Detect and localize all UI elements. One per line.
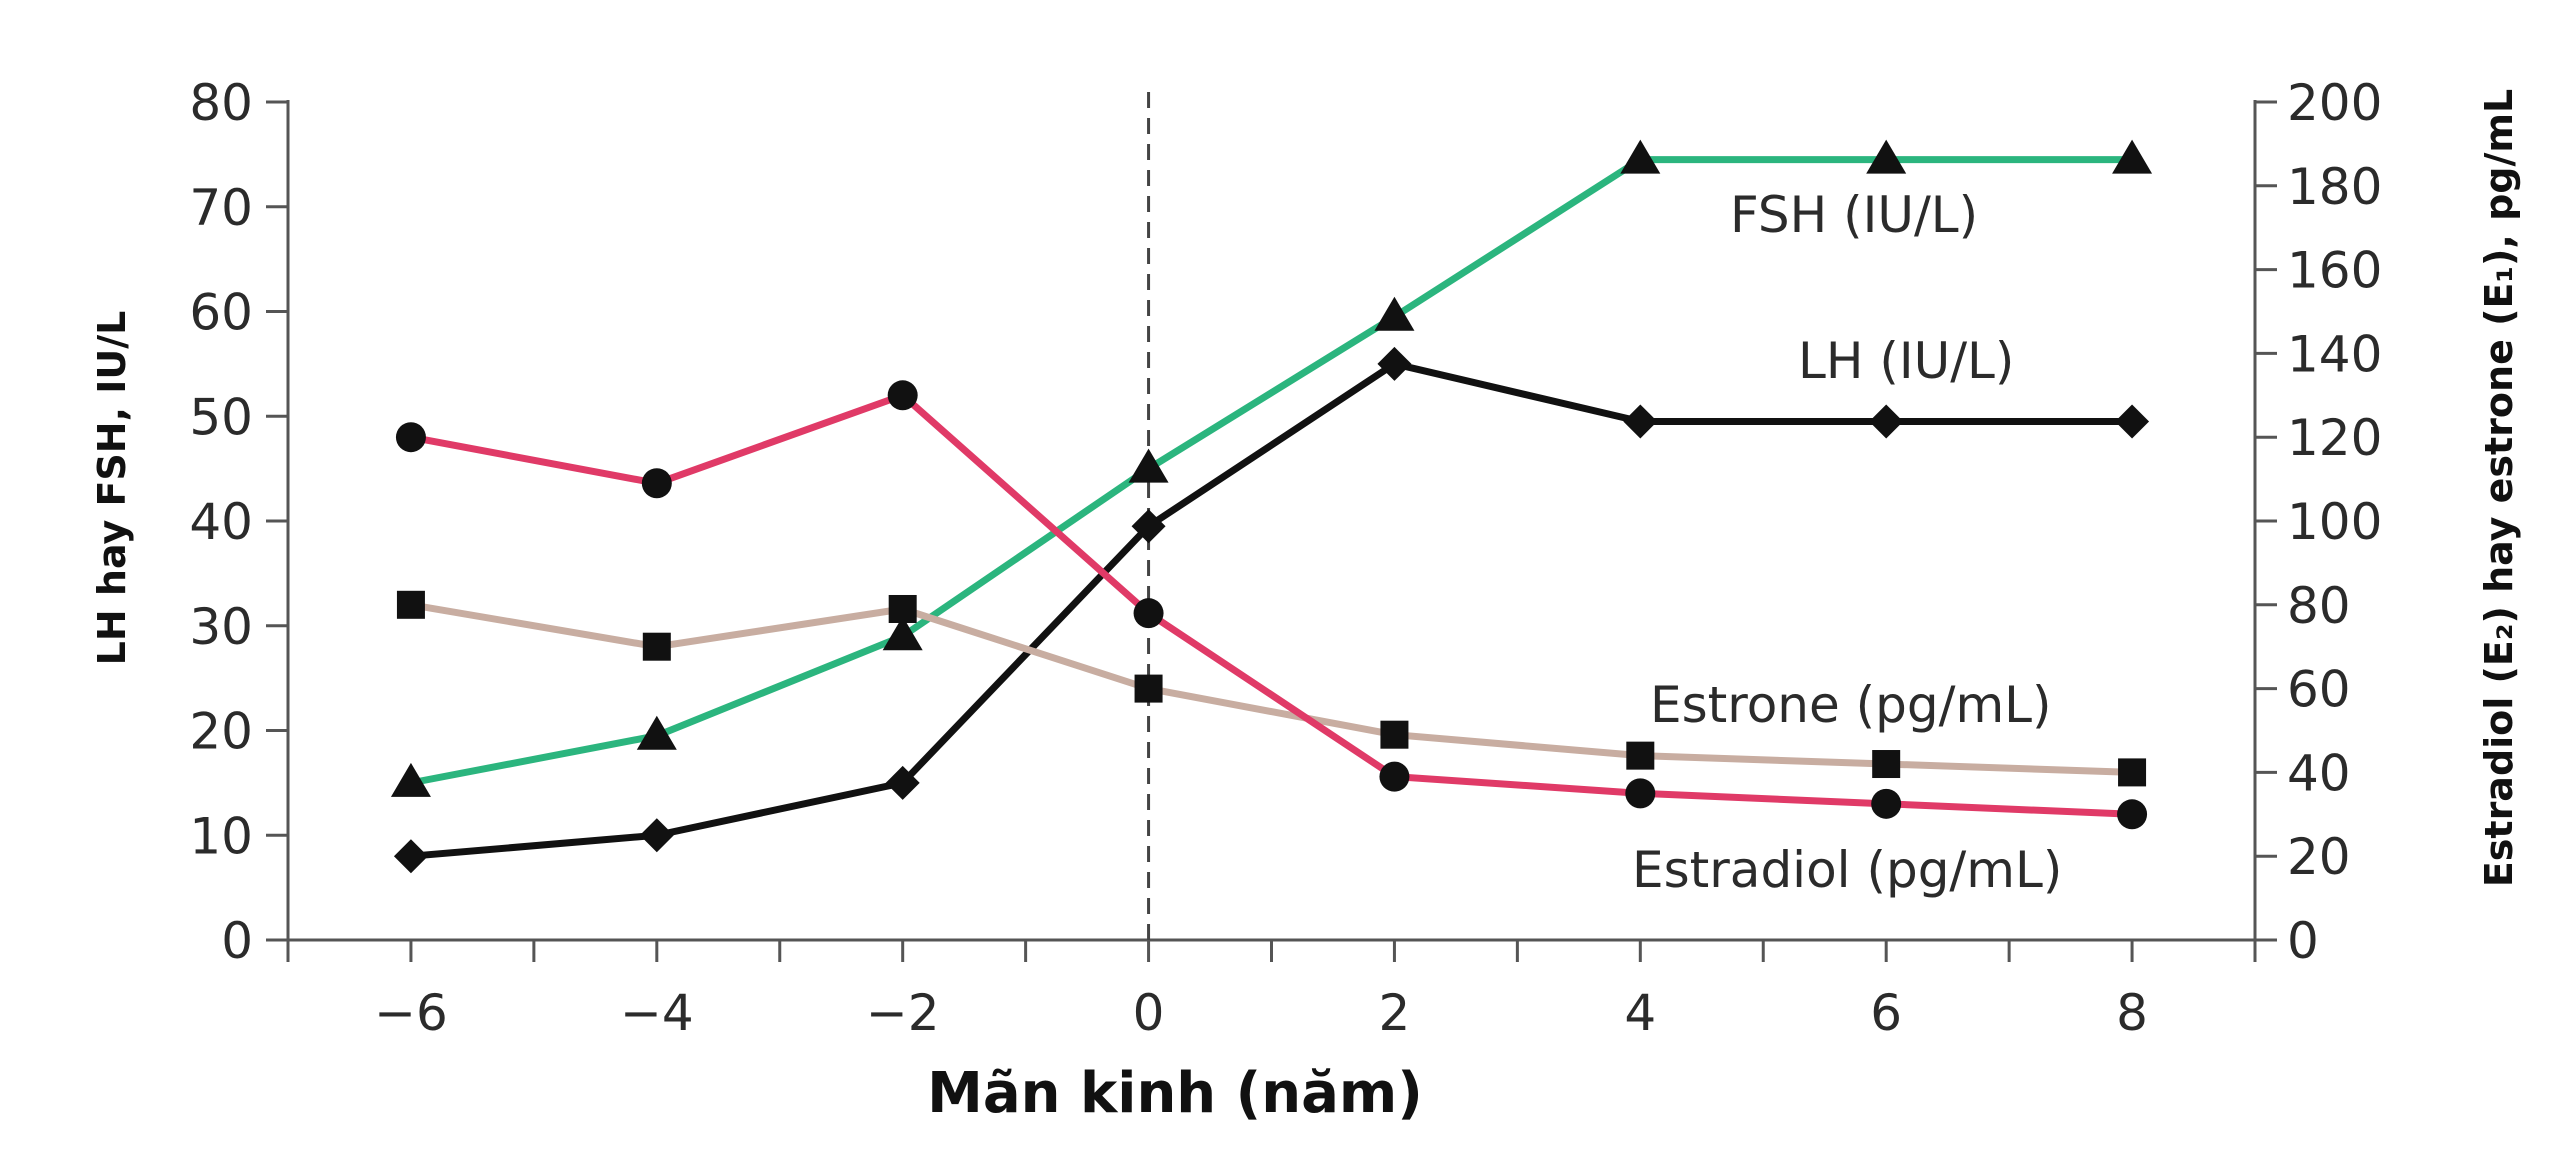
y-right-tick-label: 200 (2287, 74, 2382, 132)
marker-estradiol (395, 422, 426, 453)
y-left-tick-label: 10 (189, 807, 253, 865)
marker-fsh (636, 715, 677, 750)
marker-fsh (2112, 139, 2153, 174)
marker-lh (1377, 346, 1412, 381)
y-right-tick-label: 100 (2287, 493, 2382, 551)
y-right-tick-label: 140 (2287, 325, 2382, 383)
series-label-fsh: FSH (IU/L) (1730, 186, 1978, 244)
series-line-estrone (407, 601, 2136, 776)
marker-estrone (396, 590, 425, 619)
y-left-tick-label: 30 (189, 598, 253, 656)
marker-estradiol (1871, 788, 1902, 819)
marker-estrone (888, 594, 917, 623)
x-tick-label: 6 (1870, 984, 1902, 1042)
y-right-tick-label: 60 (2287, 661, 2351, 719)
marker-fsh (1620, 139, 1661, 174)
series-line-lh (407, 360, 2136, 860)
y-left-tick-label: 40 (189, 493, 253, 551)
marker-estradiol (1133, 598, 1164, 629)
x-tick-label: 0 (1133, 984, 1165, 1042)
marker-lh (1131, 509, 1166, 544)
x-tick-label: 8 (2116, 984, 2148, 1042)
marker-lh (639, 818, 674, 853)
marker-estrone (1380, 720, 1409, 749)
marker-lh (2115, 404, 2150, 439)
marker-estradiol (2117, 799, 2148, 830)
marker-estradiol (641, 468, 672, 499)
x-tick-label: −4 (620, 984, 694, 1042)
y-left-tick-label: 0 (221, 912, 253, 970)
series-label-estrone: Estrone (pg/mL) (1650, 676, 2052, 734)
y-left-tick-label: 70 (189, 179, 253, 237)
marker-estrone (642, 632, 671, 661)
marker-fsh (1128, 448, 1169, 483)
marker-estradiol (887, 380, 918, 411)
marker-estrone (1872, 750, 1901, 779)
marker-estrone (1134, 674, 1163, 703)
series-label-lh: LH (IU/L) (1798, 332, 2014, 390)
y-right-tick-label: 180 (2287, 158, 2382, 216)
y-right-tick-label: 120 (2287, 409, 2382, 467)
x-tick-label: 2 (1379, 984, 1411, 1042)
series-line-estradiol (407, 391, 2136, 818)
marker-lh (1869, 404, 1904, 439)
y-left-tick-label: 20 (189, 703, 253, 761)
y-axis-left-title: LH hay FSH, IU/L (90, 311, 134, 666)
marker-fsh (390, 762, 431, 797)
marker-estrone (2118, 758, 2147, 787)
marker-estradiol (1625, 778, 1656, 809)
marker-lh (393, 839, 428, 874)
y-right-tick-label: 160 (2287, 242, 2382, 300)
marker-fsh (1374, 296, 1415, 331)
y-left-tick-label: 60 (189, 284, 253, 342)
x-tick-label: −6 (374, 984, 448, 1042)
x-tick-label: −2 (866, 984, 940, 1042)
x-tick-label: 4 (1624, 984, 1656, 1042)
marker-estrone (1626, 741, 1655, 770)
series-label-estradiol: Estradiol (pg/mL) (1632, 841, 2062, 899)
y-right-tick-label: 0 (2287, 912, 2319, 970)
y-axis-right-title: Estradiol (E₂) hay estrone (E₁), pg/mL (2477, 89, 2521, 887)
y-left-tick-label: 50 (189, 388, 253, 446)
x-axis-title: Mãn kinh (năm) (927, 1061, 1423, 1126)
marker-lh (1623, 404, 1658, 439)
marker-estradiol (1379, 761, 1410, 792)
marker-lh (885, 765, 920, 800)
marker-fsh (1866, 139, 1907, 174)
y-right-tick-label: 20 (2287, 828, 2351, 886)
y-left-tick-label: 80 (189, 74, 253, 132)
y-right-tick-label: 80 (2287, 577, 2351, 635)
y-right-tick-label: 40 (2287, 744, 2351, 802)
series-line-fsh (407, 156, 2136, 787)
marker-fsh (882, 616, 923, 651)
